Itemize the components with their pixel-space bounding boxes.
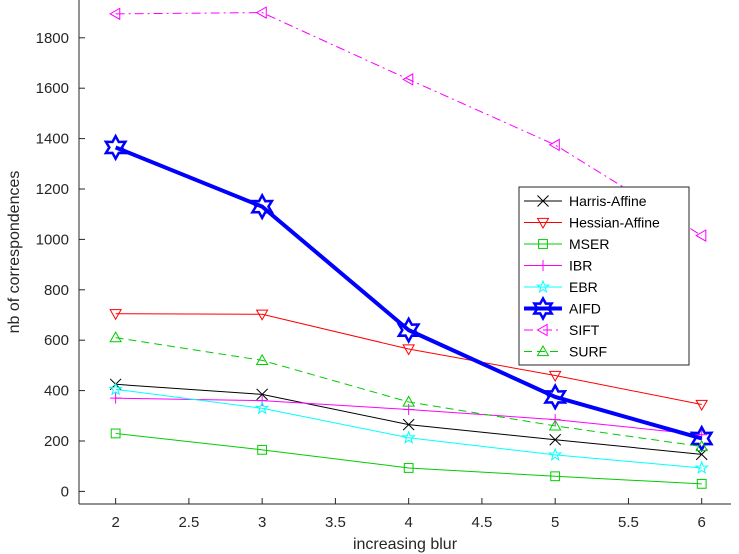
data-point-aifd <box>543 383 568 411</box>
series-surf <box>109 331 709 452</box>
data-point-ibr <box>256 395 268 407</box>
legend: Harris-Affine Hessian-Affine MSER IBR EBR AIF… <box>518 186 690 366</box>
series-hessian-affine <box>109 309 709 411</box>
y-tick-label: 1200 <box>36 181 69 198</box>
data-point-ebr <box>254 400 270 415</box>
data-point-mser <box>110 428 121 439</box>
x-tick-label: 5.5 <box>618 514 639 531</box>
y-axis-label: nb of correspondences <box>6 171 23 334</box>
data-point-surf <box>109 331 122 343</box>
data-point-ebr <box>694 460 709 475</box>
data-point-mser <box>403 463 414 473</box>
data-point-aifd <box>250 192 275 221</box>
y-tick-label: 400 <box>44 383 69 400</box>
data-point-harris-affine <box>256 388 268 401</box>
data-point-hessian-affine <box>695 399 709 411</box>
x-tick-label: 2 <box>111 514 119 531</box>
data-point-aifd <box>103 133 128 162</box>
series-line-sift <box>115 12 702 237</box>
legend-marker <box>535 279 551 294</box>
legend-entry-hessian-affine: Hessian-Affine <box>524 215 660 231</box>
data-point-aifd <box>396 316 421 344</box>
series-line-mser <box>115 432 702 485</box>
y-tick-label: 1800 <box>36 30 69 47</box>
series-line-surf <box>115 337 702 448</box>
axes: 2 2.5 3 3.5 4 4.5 5 5.5 6 0 200 400 600 800 1000 1200 14… <box>36 0 731 531</box>
y-tick-label: 1000 <box>36 231 69 248</box>
legend-label: MSER <box>569 236 609 252</box>
data-point-sift <box>109 7 121 21</box>
legend-label: EBR <box>569 279 598 295</box>
x-tick-label: 2.5 <box>178 514 199 531</box>
y-tick-label: 1400 <box>36 131 69 148</box>
legend-marker <box>537 195 549 207</box>
data-point-ebr <box>401 430 416 444</box>
series-line-ebr <box>115 388 702 469</box>
legend-marker <box>537 260 549 271</box>
x-tick-label: 3 <box>258 514 266 531</box>
data-point-sift <box>548 138 560 152</box>
data-point-hessian-affine <box>109 309 122 321</box>
series-aifd <box>103 133 714 453</box>
data-point-aifd <box>689 424 714 453</box>
series-mser <box>110 428 707 489</box>
series-ebr <box>108 381 709 475</box>
legend-marker <box>536 323 548 337</box>
data-point-harris-affine <box>402 418 415 431</box>
data-point-surf <box>695 440 709 452</box>
y-tick-label: 800 <box>44 282 69 299</box>
data-point-hessian-affine <box>548 370 562 382</box>
data-point-mser <box>550 471 561 482</box>
data-point-harris-affine <box>549 433 562 446</box>
y-tick-label: 1600 <box>36 80 69 97</box>
series-line-hessian-affine <box>115 313 702 405</box>
data-point-surf <box>548 419 562 431</box>
legend-entry-sift: SIFT <box>524 322 600 338</box>
legend-entry-surf: SURF <box>524 344 607 360</box>
legend-marker <box>538 239 548 249</box>
legend-entry-ebr: EBR <box>524 279 598 295</box>
data-point-mser <box>257 444 268 455</box>
legend-label: Harris-Affine <box>569 193 647 209</box>
data-point-hessian-affine <box>402 344 416 356</box>
data-point-mser <box>696 478 707 489</box>
legend-entry-ibr: IBR <box>524 258 592 274</box>
x-tick-label: 3.5 <box>325 514 346 531</box>
data-point-surf <box>402 395 416 407</box>
data-point-sift <box>255 6 267 19</box>
x-tick-label: 6 <box>698 514 706 531</box>
legend-marker <box>536 344 550 357</box>
data-point-ebr <box>108 381 123 396</box>
x-tick-label: 4 <box>404 514 412 531</box>
legend-entry-mser: MSER <box>524 236 609 252</box>
legend-entry-harris-affine: Harris-Affine <box>524 193 647 209</box>
legend-marker <box>536 217 550 230</box>
legend-marker <box>532 295 554 322</box>
series-layer <box>103 6 714 489</box>
x-tick-label: 4.5 <box>471 514 492 531</box>
data-point-ebr <box>548 447 563 461</box>
legend-entry-aifd: AIFD <box>524 295 601 322</box>
y-tick-label: 200 <box>44 433 69 450</box>
y-tick-label: 0 <box>61 483 69 500</box>
x-axis-label: increasing blur <box>353 536 458 553</box>
legend-label: Hessian-Affine <box>569 215 660 231</box>
x-tick-label: 5 <box>551 514 559 531</box>
data-point-sift <box>695 229 707 242</box>
legend-label: AIFD <box>569 301 601 317</box>
series-harris-affine <box>109 378 708 461</box>
data-point-sift <box>402 73 414 86</box>
legend-label: SIFT <box>569 322 600 338</box>
data-point-hessian-affine <box>255 309 269 321</box>
legend-label: IBR <box>569 258 592 274</box>
y-tick-label: 600 <box>44 332 69 349</box>
data-point-surf <box>255 353 269 365</box>
data-point-ibr <box>110 392 122 404</box>
series-sift <box>109 6 707 242</box>
legend-label: SURF <box>569 344 607 360</box>
series-line-aifd <box>114 145 703 441</box>
